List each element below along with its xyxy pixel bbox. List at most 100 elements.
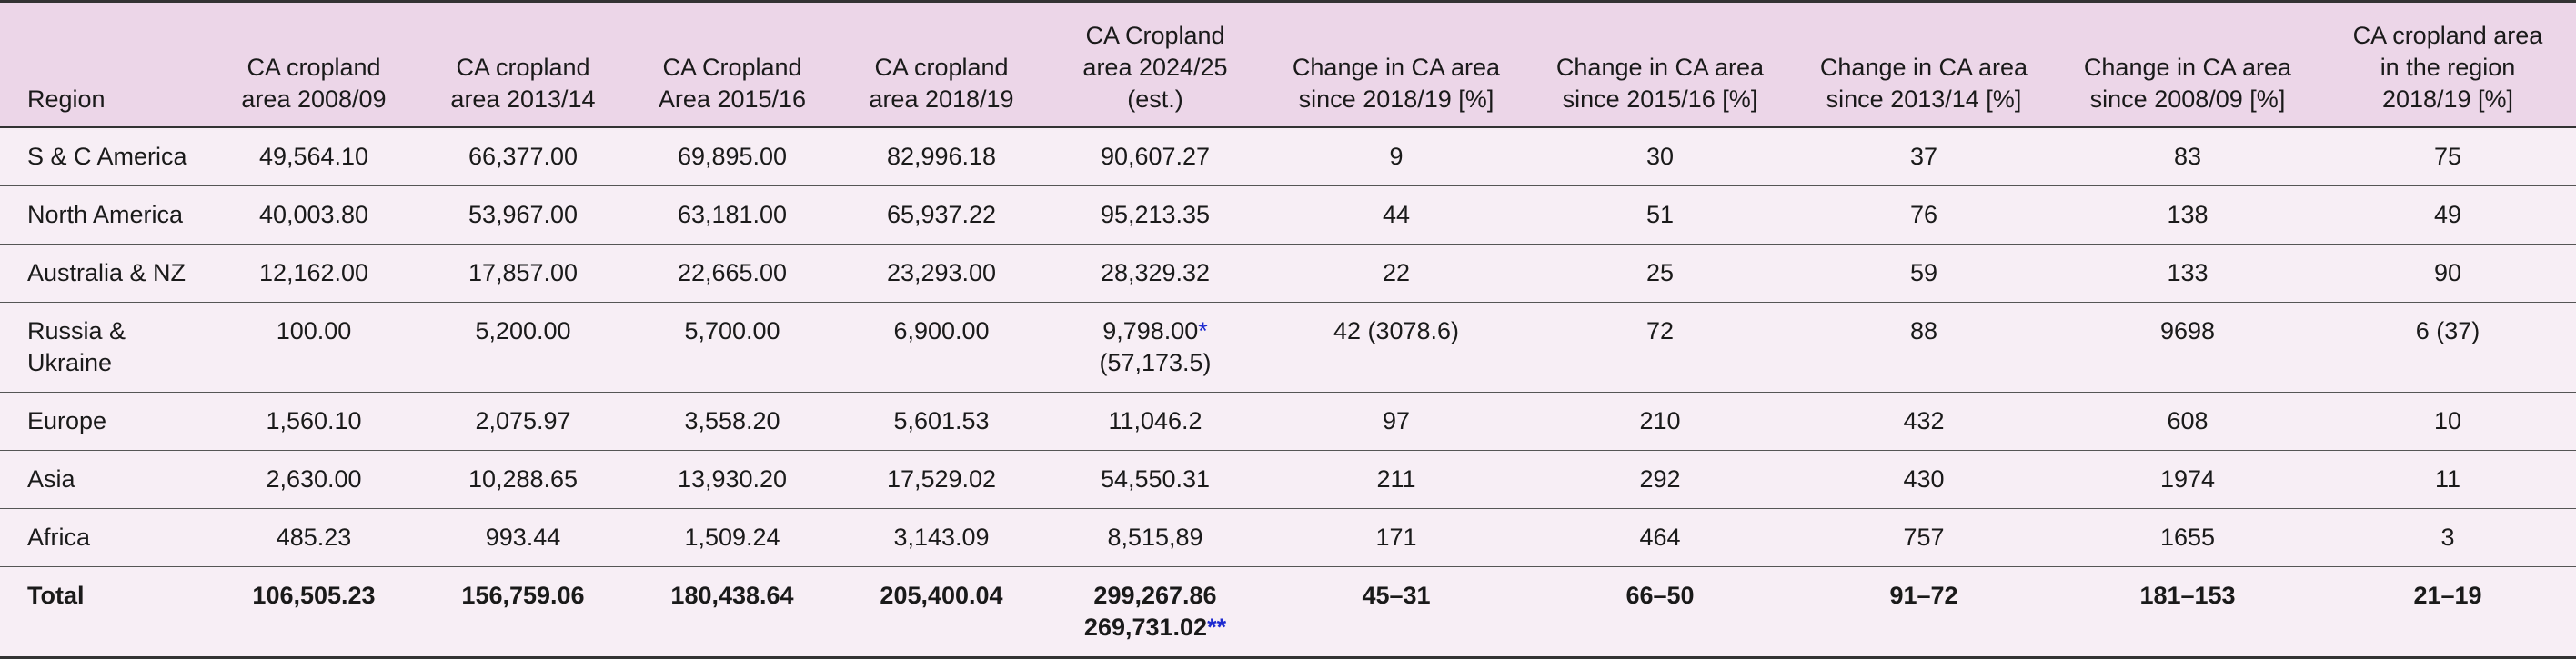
total-change-since-2015-16: 66–50 — [1528, 566, 1792, 659]
region-cell: Europe — [0, 392, 209, 451]
cell-ca-2018-19: 23,293.00 — [837, 244, 1046, 303]
table-row: Africa 485.23 993.44 1,509.24 3,143.09 8… — [0, 508, 2576, 567]
header-ca-2018-19-line-1: CA cropland — [874, 54, 1009, 81]
total-ca-2008-09: 106,505.23 — [209, 566, 418, 659]
header-change-since-2013-14-line-1: Change in CA area — [1819, 54, 2028, 81]
value-line-2: (57,173.5) — [1099, 349, 1212, 376]
cell-change-since-2008-09: 1655 — [2056, 508, 2319, 567]
region-line-1: Russia & — [27, 317, 126, 344]
total-value-line-2: 269,731.02** — [1053, 612, 1257, 644]
cell-ca-2024-25: 95,213.35 — [1046, 185, 1264, 245]
cell-change-since-2018-19: 42 (3078.6) — [1264, 302, 1528, 393]
cell-change-since-2013-14: 59 — [1792, 244, 2056, 303]
cell-ca-2008-09: 485.23 — [209, 508, 418, 567]
cell-change-since-2008-09: 83 — [2056, 127, 2319, 186]
cell-ca-2013-14: 5,200.00 — [418, 302, 628, 393]
cell-ca-2013-14: 993.44 — [418, 508, 628, 567]
header-region: Region — [0, 0, 209, 128]
cell-change-since-2008-09: 608 — [2056, 392, 2319, 451]
cell-ca-2024-25: 54,550.31 — [1046, 450, 1264, 509]
total-ca-2015-16: 180,438.64 — [628, 566, 837, 659]
cell-ca-region-share: 6 (37) — [2319, 302, 2576, 393]
cell-ca-2013-14: 53,967.00 — [418, 185, 628, 245]
cell-ca-2015-16: 22,665.00 — [628, 244, 837, 303]
region-cell: Russia & Ukraine — [0, 302, 209, 393]
header-ca-2008-09: CA cropland area 2008/09 — [209, 0, 418, 128]
total-value-alt: 269,731.02 — [1083, 614, 1208, 641]
cell-change-since-2018-19: 211 — [1264, 450, 1528, 509]
cell-change-since-2013-14: 430 — [1792, 450, 2056, 509]
header-change-since-2013-14-line-2: since 2013/14 [%] — [1826, 85, 2022, 113]
total-value-line-1: 299,267.86 — [1093, 582, 1217, 609]
cell-ca-2015-16: 69,895.00 — [628, 127, 837, 186]
header-change-since-2018-19-line-2: since 2018/19 [%] — [1298, 85, 1494, 113]
region-cell: Asia — [0, 450, 209, 509]
total-change-since-2008-09: 181–153 — [2056, 566, 2319, 659]
header-change-since-2015-16-line-1: Change in CA area — [1555, 54, 1765, 81]
cell-ca-2024-25: 8,515,89 — [1046, 508, 1264, 567]
value-line-1: 9,798.00* — [1053, 315, 1257, 347]
header-ca-region-share-line-3: 2018/19 [%] — [2381, 85, 2514, 113]
total-row: Total 106,505.23 156,759.06 180,438.64 2… — [0, 566, 2576, 659]
cell-ca-2008-09: 49,564.10 — [209, 127, 418, 186]
header-ca-2008-09-line-2: area 2008/09 — [241, 85, 387, 113]
header-ca-2013-14-line-1: CA cropland — [456, 54, 590, 81]
cell-ca-region-share: 3 — [2319, 508, 2576, 567]
cell-ca-2013-14: 2,075.97 — [418, 392, 628, 451]
header-ca-2008-09-line-1: CA cropland — [247, 54, 381, 81]
cell-change-since-2008-09: 1974 — [2056, 450, 2319, 509]
cell-change-since-2008-09: 9698 — [2056, 302, 2319, 393]
cell-change-since-2018-19: 44 — [1264, 185, 1528, 245]
cell-change-since-2013-14: 757 — [1792, 508, 2056, 567]
region-cell: S & C America — [0, 127, 209, 186]
cell-ca-2018-19: 6,900.00 — [837, 302, 1046, 393]
header-row: Region CA cropland area 2008/09 CA cropl… — [0, 0, 2576, 128]
cell-change-since-2018-19: 22 — [1264, 244, 1528, 303]
cell-ca-2024-25: 90,607.27 — [1046, 127, 1264, 186]
header-ca-region-share-line-1: CA cropland area — [2352, 22, 2543, 49]
header-ca-2013-14: CA cropland area 2013/14 — [418, 0, 628, 128]
total-ca-region-share: 21–19 — [2319, 566, 2576, 659]
cell-ca-2024-25: 28,329.32 — [1046, 244, 1264, 303]
header-change-since-2008-09: Change in CA area since 2008/09 [%] — [2056, 0, 2319, 128]
header-change-since-2015-16: Change in CA area since 2015/16 [%] — [1528, 0, 1792, 128]
cell-change-since-2013-14: 76 — [1792, 185, 2056, 245]
cell-ca-2018-19: 82,996.18 — [837, 127, 1046, 186]
header-ca-region-share-line-2: in the region — [2380, 54, 2516, 81]
header-ca-2015-16-line-1: CA Cropland — [662, 54, 802, 81]
total-ca-2024-25: 299,267.86 269,731.02** — [1046, 566, 1264, 659]
cell-change-since-2013-14: 432 — [1792, 392, 2056, 451]
table-row: Europe 1,560.10 2,075.97 3,558.20 5,601.… — [0, 392, 2576, 451]
cell-change-since-2013-14: 88 — [1792, 302, 2056, 393]
header-ca-2024-25-line-2: area 2024/25 — [1082, 54, 1228, 81]
cell-ca-2015-16: 5,700.00 — [628, 302, 837, 393]
cell-ca-2018-19: 5,601.53 — [837, 392, 1046, 451]
table-row: Russia & Ukraine 100.00 5,200.00 5,700.0… — [0, 302, 2576, 393]
cell-change-since-2015-16: 464 — [1528, 508, 1792, 567]
cell-change-since-2015-16: 210 — [1528, 392, 1792, 451]
footnote-marker[interactable]: ** — [1207, 614, 1227, 641]
cell-ca-region-share: 90 — [2319, 244, 2576, 303]
cell-ca-2008-09: 12,162.00 — [209, 244, 418, 303]
value-main: 9,798.00 — [1102, 317, 1199, 344]
total-change-since-2013-14: 91–72 — [1792, 566, 2056, 659]
cell-change-since-2015-16: 30 — [1528, 127, 1792, 186]
cell-ca-2024-25: 9,798.00* (57,173.5) — [1046, 302, 1264, 393]
cell-ca-region-share: 49 — [2319, 185, 2576, 245]
total-ca-2013-14: 156,759.06 — [418, 566, 628, 659]
region-cell: Africa — [0, 508, 209, 567]
cell-ca-2008-09: 1,560.10 — [209, 392, 418, 451]
cell-change-since-2015-16: 72 — [1528, 302, 1792, 393]
cell-change-since-2015-16: 25 — [1528, 244, 1792, 303]
cell-ca-2008-09: 100.00 — [209, 302, 418, 393]
cell-change-since-2008-09: 133 — [2056, 244, 2319, 303]
cell-ca-2018-19: 3,143.09 — [837, 508, 1046, 567]
header-ca-2015-16-line-2: Area 2015/16 — [658, 85, 807, 113]
cell-ca-2008-09: 2,630.00 — [209, 450, 418, 509]
cell-ca-2015-16: 63,181.00 — [628, 185, 837, 245]
header-ca-2018-19: CA cropland area 2018/19 — [837, 0, 1046, 128]
header-change-since-2018-19-line-1: Change in CA area — [1292, 54, 1501, 81]
region-cell: Australia & NZ — [0, 244, 209, 303]
footnote-marker[interactable]: * — [1198, 317, 1208, 344]
